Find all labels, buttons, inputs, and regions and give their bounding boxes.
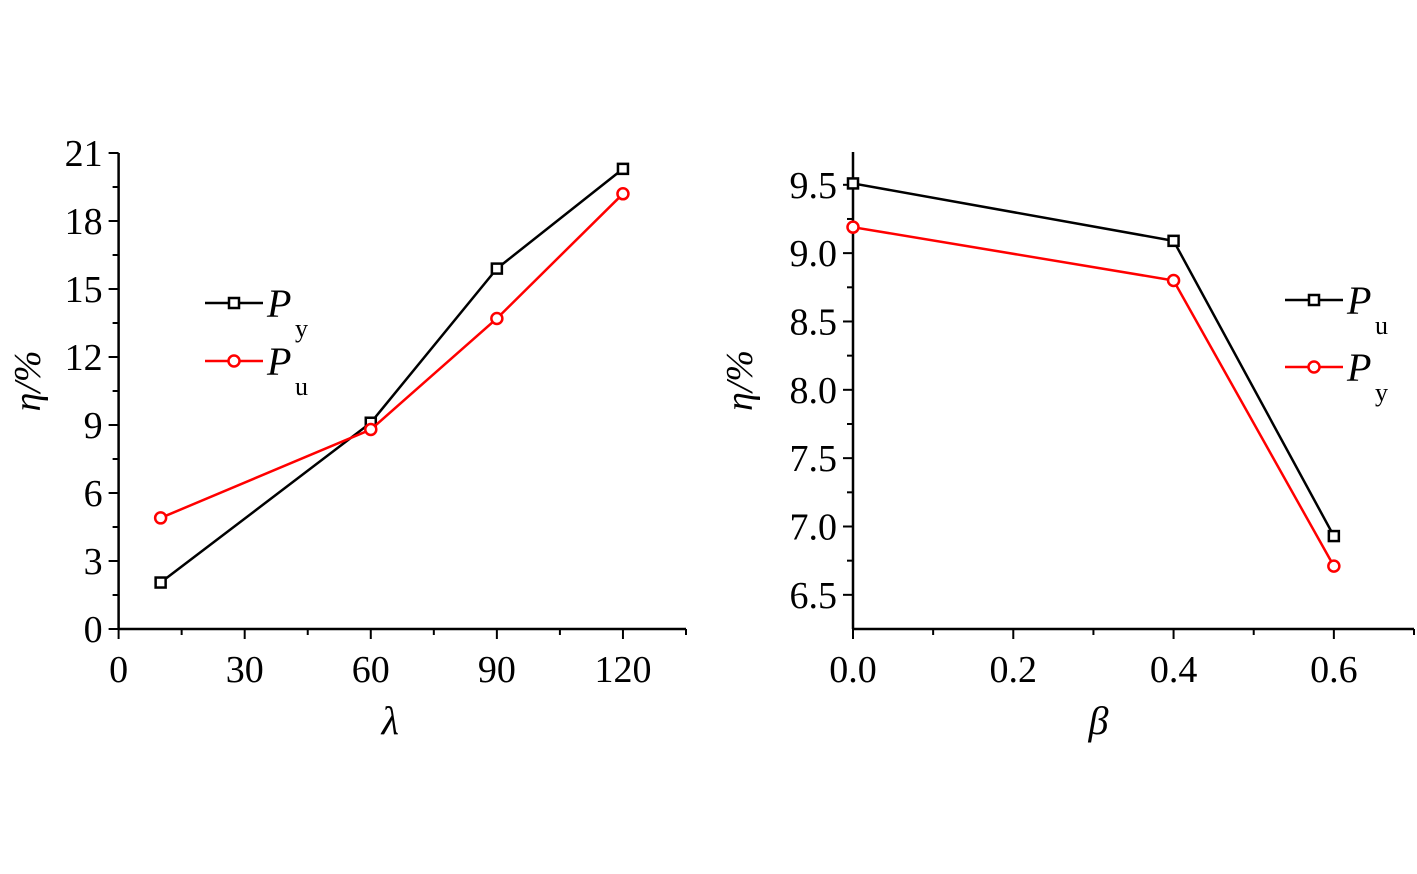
legend-circle-marker [1307, 360, 1321, 374]
x-tick-label: 0.2 [990, 649, 1038, 691]
y-tick-label: 15 [65, 269, 103, 311]
x-tick-label: 120 [594, 649, 651, 691]
y-tick-label: 7.5 [790, 438, 838, 480]
data-point-circle [846, 220, 860, 234]
y-tick-label: 8.0 [790, 370, 838, 412]
x-tick-label: 0.6 [1310, 649, 1358, 691]
data-point-square [846, 177, 860, 190]
series-line-Pu [852, 182, 1335, 537]
data-point-circle [1166, 273, 1181, 288]
data-point-square [616, 162, 630, 176]
y-tick-label: 9 [84, 405, 103, 447]
legend-subscript: u [1375, 311, 1388, 340]
legend-square-marker [227, 296, 241, 310]
y-tick-label: 3 [84, 541, 103, 583]
y-axis-label: η/% [719, 350, 761, 411]
x-tick-label: 0 [109, 649, 128, 691]
series-line-Py [852, 225, 1335, 567]
data-point-circle [1327, 559, 1341, 573]
x-tick-label: 30 [226, 649, 264, 691]
y-tick-label: 21 [65, 133, 103, 175]
y-tick-label: 7.0 [790, 506, 838, 548]
legend-entry: Pu [205, 339, 308, 401]
x-tick-label: 60 [352, 649, 390, 691]
y-tick-label: 0 [84, 609, 103, 651]
data-point-circle [364, 422, 378, 437]
legend-subscript: u [295, 372, 308, 401]
y-tick-label: 6 [84, 473, 103, 515]
x-axis-label: β [1088, 698, 1109, 743]
x-tick-label: 90 [478, 649, 516, 691]
x-axis-label: λ [381, 698, 399, 743]
data-point-circle [153, 511, 168, 525]
legend-subscript: y [295, 314, 308, 343]
data-point-circle [490, 311, 504, 326]
data-point-square [490, 262, 504, 275]
legend-circle-marker [227, 354, 241, 368]
y-tick-label: 9.0 [790, 233, 838, 275]
x-tick-label: 0.0 [829, 649, 877, 691]
legend-entry: Pu [1285, 278, 1388, 340]
y-tick-label: 9.5 [790, 165, 838, 207]
legend-label: P [1346, 278, 1371, 323]
legend-label: P [1346, 345, 1371, 390]
data-point-square [1167, 234, 1180, 248]
legend-entry: Py [1285, 345, 1388, 407]
data-point-square [154, 576, 167, 589]
series-line-Pu [160, 192, 624, 520]
data-point-circle [616, 187, 630, 201]
y-tick-label: 8.5 [790, 301, 838, 343]
data-point-square [1327, 529, 1341, 543]
x-tick-label: 0.4 [1150, 649, 1198, 691]
legend-square-marker [1307, 293, 1321, 307]
legend-subscript: y [1375, 378, 1388, 407]
series-line-Py [159, 167, 624, 584]
y-tick-label: 12 [65, 337, 103, 379]
y-axis-label: η/% [7, 350, 49, 411]
legend-label: P [266, 281, 291, 326]
legend-label: P [266, 339, 291, 384]
chart-2: 0.0 0.2 0.4 0.66.57.07.58.08.59.09.5βη/%PuP… [719, 152, 1415, 743]
y-tick-label: 6.5 [790, 575, 838, 617]
legend-entry: Py [205, 281, 308, 343]
y-tick-label: 18 [65, 201, 103, 243]
